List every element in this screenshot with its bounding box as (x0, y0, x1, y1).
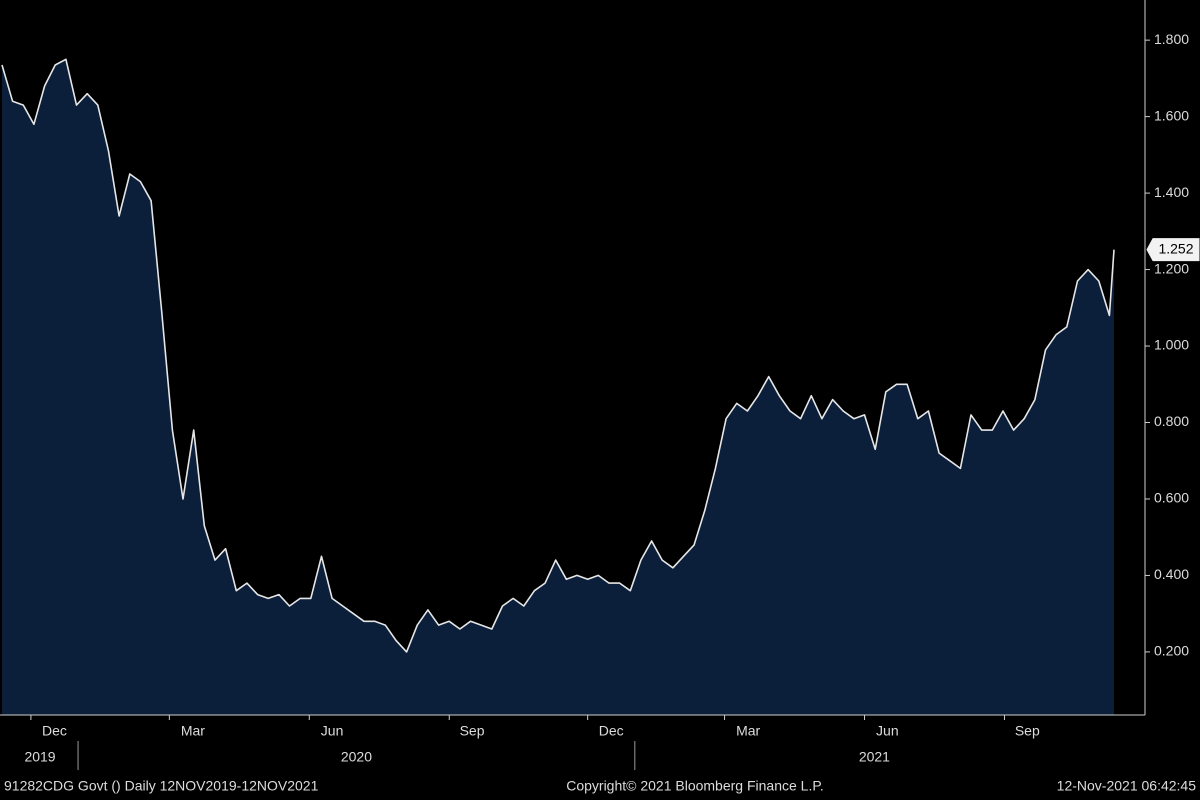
y-tick-label: 1.200 (1154, 260, 1189, 276)
year-label: 2019 (24, 749, 55, 765)
x-tick-label: Dec (599, 723, 624, 739)
year-label: 2020 (341, 749, 372, 765)
y-tick-label: 0.400 (1154, 566, 1189, 582)
footer-right: 12-Nov-2021 06:42:45 (1057, 778, 1197, 794)
y-tick-label: 1.800 (1154, 31, 1189, 47)
x-tick-label: Sep (460, 723, 485, 739)
x-tick-label: Jun (321, 723, 344, 739)
y-tick-label: 0.200 (1154, 643, 1189, 659)
x-tick-label: Dec (42, 723, 67, 739)
y-tick-label: 1.400 (1154, 184, 1189, 200)
footer-left: 91282CDG Govt () Daily 12NOV2019-12NOV20… (4, 778, 319, 794)
x-tick-label: Jun (876, 723, 899, 739)
y-tick-label: 0.800 (1154, 413, 1189, 429)
last-value-label: 1.252 (1158, 240, 1193, 256)
x-tick-label: Mar (736, 723, 760, 739)
x-tick-label: Mar (181, 723, 205, 739)
y-tick-label: 1.600 (1154, 107, 1189, 123)
area (2, 59, 1114, 716)
line (1, 58, 1115, 653)
x-tick-label: Sep (1015, 723, 1040, 739)
y-tick-label: 1.000 (1154, 337, 1189, 353)
footer-center: Copyright© 2021 Bloomberg Finance L.P. (566, 778, 824, 794)
last-value-box (1146, 238, 1200, 262)
year-label: 2021 (859, 749, 890, 765)
y-tick-label: 0.600 (1154, 490, 1189, 506)
